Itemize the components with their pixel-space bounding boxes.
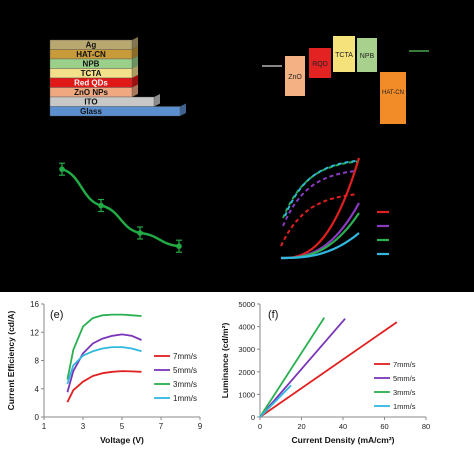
panel-label: (e) [50, 309, 63, 321]
legend-label: 1mm/s [173, 394, 197, 403]
energy-block-label: ZnO [288, 74, 302, 81]
x-axis-label: Current Density (mA/cm²) [292, 435, 395, 445]
legend-label: 7mm/s [393, 360, 416, 369]
stack-layer-label: ITO [84, 98, 97, 107]
energy-block-label: HAT-CN [382, 90, 404, 96]
stack-layer-label: HAT-CN [76, 50, 106, 59]
legend-label: 5mm/s [173, 366, 197, 375]
energy-block [357, 38, 377, 72]
characteristic-curve-solid [281, 232, 360, 260]
y-tick-label: 16 [30, 300, 39, 309]
trend-chart-panel [0, 146, 237, 292]
series-line [259, 317, 326, 418]
efficiency-chart: 1 3 5 7 9 0 4 8 12 16 Voltage (V) Current Efficienc… [6, 300, 203, 445]
stack-layer [49, 106, 181, 117]
characteristic-curve-solid [281, 212, 360, 260]
x-tick-label: 1 [42, 422, 47, 431]
energy-block-label: TCTA [335, 52, 353, 59]
y-tick-label: 3000 [238, 345, 255, 354]
x-axis-label: Voltage (V) [100, 435, 144, 445]
stack-layer-label: TCTA [81, 69, 102, 78]
energy-level-diagram: ZnO RQD TCTA NPB HAT-CN [262, 36, 429, 124]
stack-layer-label: Glass [80, 107, 102, 116]
x-tick-label: 7 [159, 422, 164, 431]
stack-layer-side [180, 103, 186, 116]
energy-block [285, 56, 305, 96]
trend-point [137, 230, 143, 236]
y-axis-label: Current Efficiency (cd/A) [6, 311, 16, 411]
legend-label: 3mm/s [173, 380, 197, 389]
stack-layer-label: ZnO NPs [74, 88, 108, 97]
energy-block [309, 48, 331, 78]
x-tick-label: 9 [198, 422, 203, 431]
y-tick-label: 0 [251, 413, 255, 422]
y-tick-label: 5000 [238, 300, 255, 309]
x-tick-label: 60 [380, 422, 388, 431]
stack-layer-side [154, 94, 160, 107]
y-tick-label: 1000 [238, 390, 255, 399]
stack-layer-label: Ag [86, 41, 97, 50]
legend-label: 5mm/s [393, 374, 416, 383]
energy-block [380, 72, 406, 124]
energy-block-label: NPB [360, 53, 375, 60]
legend-label: 3mm/s [393, 388, 416, 397]
luminance-chart: 0 20 40 60 80 0 1000 2000 3000 4000 5000 Current De… [220, 300, 430, 445]
stack-layer-side [132, 46, 138, 59]
x-tick-label: 80 [422, 422, 430, 431]
efficiency-chart-panel: 1 3 5 7 9 0 4 8 12 16 Voltage (V) Current Efficienc… [0, 292, 214, 466]
stack-layer-side [132, 84, 138, 97]
characteristic-curve-solid [281, 157, 361, 260]
panel-label: (f) [268, 309, 278, 321]
characteristics-chart [280, 157, 389, 260]
energy-block [333, 36, 355, 72]
y-tick-label: 2000 [238, 368, 255, 377]
y-tick-label: 4 [35, 385, 40, 394]
characteristic-curve-dashed [282, 160, 358, 219]
stack-layer [49, 96, 155, 107]
y-tick-label: 4000 [238, 323, 255, 332]
series-line [66, 313, 142, 380]
luminance-chart-panel: 0 20 40 60 80 0 1000 2000 3000 4000 5000 Current De… [214, 292, 474, 466]
series-line [66, 370, 142, 403]
x-tick-label: 5 [120, 422, 125, 431]
legend-label: 1mm/s [393, 402, 416, 411]
trend-chart [59, 162, 182, 253]
characteristic-curve-dashed [282, 169, 358, 227]
y-axis-label: Luminance (cd/m²) [220, 323, 230, 399]
characteristic-curve-dashed [280, 193, 358, 247]
y-tick-label: 12 [30, 328, 39, 337]
stack-layer-side [132, 75, 138, 88]
characteristics-chart-panel [237, 146, 474, 292]
stack-layer-label: Red QDs [74, 79, 108, 88]
x-tick-label: 20 [297, 422, 305, 431]
legend-label: 7mm/s [173, 352, 197, 361]
stack-layer-side [132, 37, 138, 50]
stack-layer-side [132, 65, 138, 78]
series-line [259, 318, 346, 418]
x-tick-label: 40 [339, 422, 347, 431]
y-tick-label: 8 [35, 357, 40, 366]
x-tick-label: 3 [81, 422, 86, 431]
device-stack-panel: Ag HAT-CN NPB TCTA Red QDs ZnO NPs ITO Glass [0, 0, 237, 146]
series-line [259, 321, 398, 418]
series-line [66, 333, 142, 393]
energy-diagram-panel: ZnO RQD TCTA NPB HAT-CN [237, 0, 474, 146]
stack-layer-side [132, 56, 138, 69]
y-tick-label: 0 [35, 413, 40, 422]
trend-series-line [61, 167, 180, 248]
trend-point [176, 243, 182, 249]
series-line [66, 346, 142, 385]
stack-layer-label: NPB [83, 60, 100, 69]
x-tick-label: 0 [258, 422, 262, 431]
trend-point [98, 202, 104, 209]
series-line [259, 384, 292, 418]
characteristic-curve-dashed [284, 159, 358, 217]
trend-point [59, 166, 65, 172]
energy-block-label: RQD [312, 61, 328, 68]
